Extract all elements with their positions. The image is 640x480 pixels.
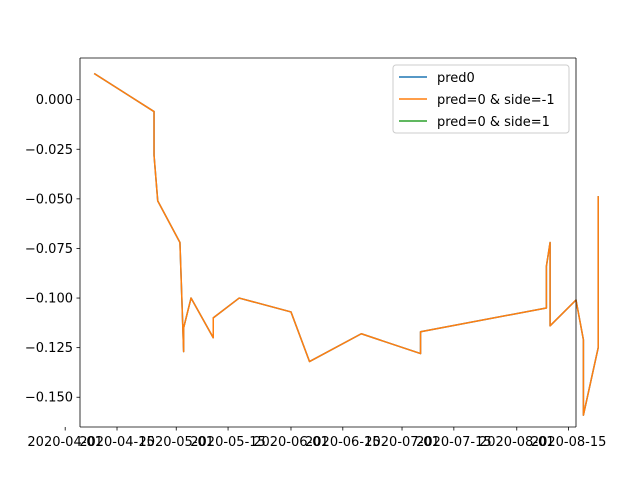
y-tick-label: −0.125 xyxy=(25,341,73,356)
x-tick-label: 2020-08-15 xyxy=(531,435,607,450)
x-tick-label: 2020-07-01 xyxy=(364,435,440,450)
y-tick-label: −0.075 xyxy=(25,242,73,257)
y-tick-label: −0.050 xyxy=(25,192,73,207)
y-tick-label: −0.100 xyxy=(25,292,73,307)
axes-layer: 0.000 −0.025 −0.050 −0.075 −0.100 −0.125 −0.15… xyxy=(25,57,607,450)
series-line-2 xyxy=(93,72,599,416)
x-tick-label: 2020-05-01 xyxy=(138,435,214,450)
legend-label-2: pred=0 & side=-1 xyxy=(437,93,555,108)
legend-label-1: pred0 xyxy=(437,71,475,86)
legend-box xyxy=(392,64,570,134)
series-layer xyxy=(93,72,599,416)
y-tick-label: 0.000 xyxy=(36,93,73,108)
x-tick-label: 2020-07-15 xyxy=(416,435,492,450)
x-tick-label: 2020-06-01 xyxy=(253,435,329,450)
x-tick-label: 2020-06-15 xyxy=(305,435,381,450)
x-tick-label: 2020-08-01 xyxy=(479,435,555,450)
y-tick-label: −0.150 xyxy=(25,391,73,406)
y-tick-label: −0.025 xyxy=(25,143,73,158)
x-tick-label: 2020-04-15 xyxy=(79,435,155,450)
x-tick-label: 2020-04-01 xyxy=(27,435,103,450)
legend-label-3: pred=0 & side=1 xyxy=(437,115,550,130)
legend: pred0 pred=0 & side=-1 pred=0 & side=1 xyxy=(392,64,570,134)
x-tick-label: 2020-05-15 xyxy=(190,435,266,450)
